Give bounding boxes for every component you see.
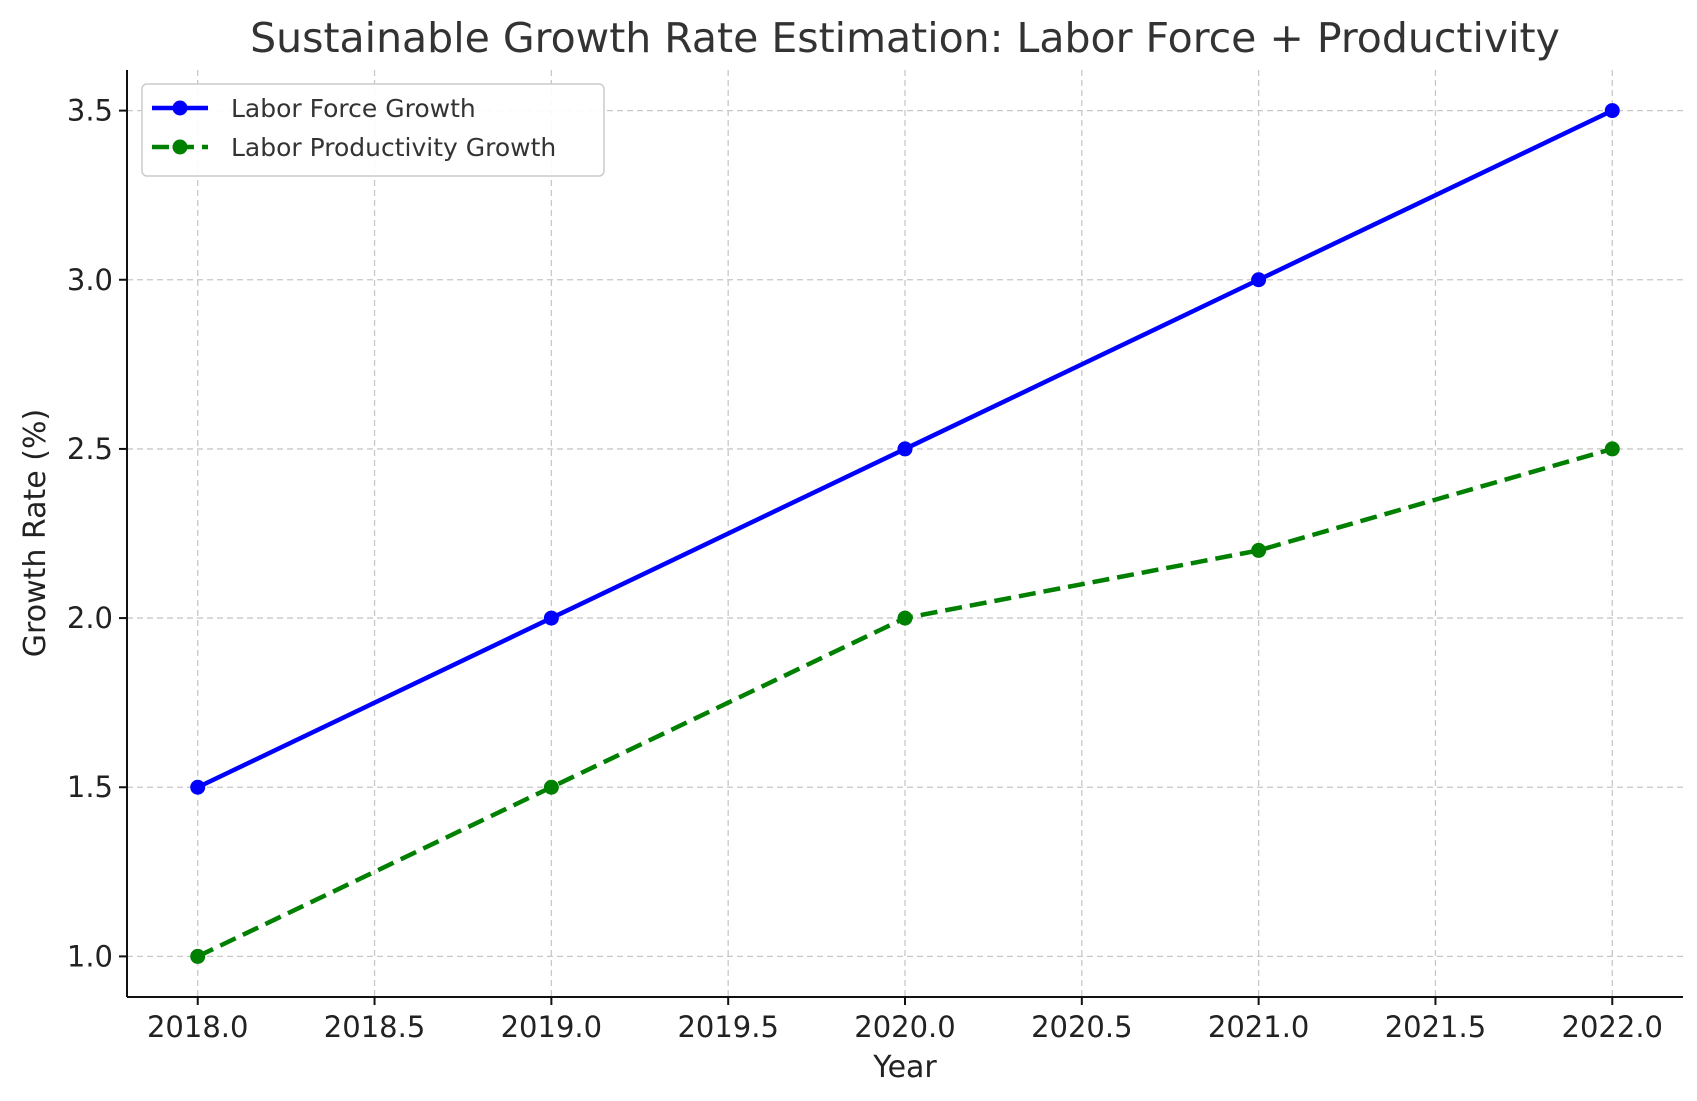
legend-marker: [172, 100, 188, 116]
grid-lines: [127, 70, 1683, 997]
legend: Labor Force Growth Labor Productivity Gro…: [141, 83, 605, 177]
data-point: [190, 779, 206, 795]
y-tick-label: 3.5: [67, 94, 113, 128]
data-point: [1251, 542, 1267, 558]
data-point: [1604, 103, 1620, 119]
legend-box: [141, 83, 605, 177]
x-tick-label: 2020.5: [1031, 1010, 1132, 1044]
chart-title: Sustainable Growth Rate Estimation: Labo…: [250, 14, 1560, 62]
legend-label: Labor Productivity Growth: [231, 133, 556, 162]
x-axis-ticks: 2018.0 2018.5 2019.0 2019.5 2020.0 2020.5 2021…: [147, 997, 1663, 1044]
x-tick-label: 2018.5: [324, 1010, 425, 1044]
series-labor-productivity-growth: [190, 441, 1620, 964]
y-tick-label: 1.5: [67, 770, 113, 804]
x-tick-label: 2019.0: [501, 1010, 602, 1044]
y-axis-ticks: 1.0 1.5 2.0 2.5 3.0 3.5: [67, 94, 127, 973]
x-tick-label: 2022.0: [1562, 1010, 1663, 1044]
series-labor-force-growth: [190, 103, 1620, 795]
y-tick-label: 3.0: [67, 263, 113, 297]
data-point: [190, 948, 206, 964]
x-tick-label: 2018.0: [147, 1010, 248, 1044]
y-tick-label: 2.0: [67, 601, 113, 635]
data-point: [543, 779, 559, 795]
data-point: [897, 441, 913, 457]
legend-marker: [172, 139, 188, 155]
x-tick-label: 2021.0: [1208, 1010, 1309, 1044]
y-tick-label: 1.0: [67, 939, 113, 973]
data-point: [897, 610, 913, 626]
data-point: [543, 610, 559, 626]
data-point: [1604, 441, 1620, 457]
y-axis-label: Growth Rate (%): [18, 409, 53, 657]
x-tick-label: 2019.5: [677, 1010, 778, 1044]
x-axis-label: Year: [872, 1050, 937, 1085]
x-tick-label: 2020.0: [854, 1010, 955, 1044]
data-point: [1251, 272, 1267, 288]
data-series: [190, 103, 1620, 964]
x-tick-label: 2021.5: [1385, 1010, 1486, 1044]
y-tick-label: 2.5: [67, 432, 113, 466]
legend-label: Labor Force Growth: [231, 94, 476, 123]
